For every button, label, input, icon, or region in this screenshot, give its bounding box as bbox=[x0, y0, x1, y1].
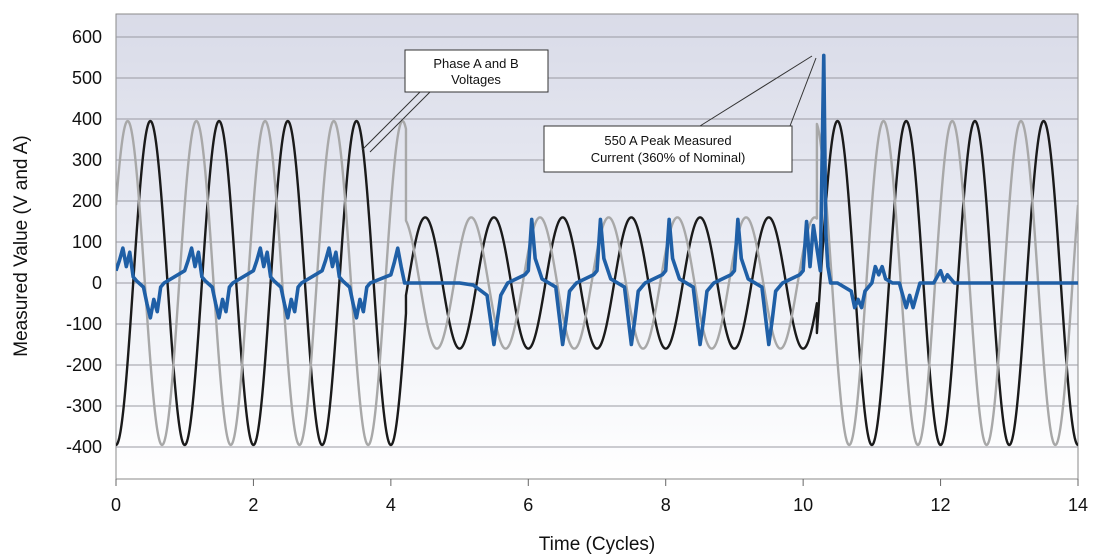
x-tick-labels: 0 2 4 6 8 10 12 14 bbox=[111, 479, 1088, 515]
callout-text-line: 550 A Peak Measured bbox=[604, 133, 731, 148]
callout-leader bbox=[699, 55, 813, 127]
y-tick-label: 500 bbox=[72, 68, 102, 88]
annotation-voltages: Phase A and B Voltages bbox=[361, 49, 549, 153]
x-tick-label: 14 bbox=[1068, 495, 1088, 515]
y-tick-label: -100 bbox=[66, 314, 102, 334]
y-tick-label: -200 bbox=[66, 355, 102, 375]
series-line-measured-current bbox=[116, 53, 1078, 347]
callout-text-line: Current (360% of Nominal) bbox=[591, 150, 746, 165]
x-tick-label: 10 bbox=[793, 495, 813, 515]
x-tick-label: 4 bbox=[386, 495, 396, 515]
callout-box bbox=[404, 49, 549, 93]
callout-leader bbox=[361, 91, 421, 151]
x-tick-label: 12 bbox=[931, 495, 951, 515]
y-tick-label: 0 bbox=[92, 273, 102, 293]
callout-leader bbox=[369, 91, 431, 153]
x-tick-label: 0 bbox=[111, 495, 121, 515]
x-tick-label: 8 bbox=[661, 495, 671, 515]
x-axis-label: Time (Cycles) bbox=[539, 534, 655, 555]
x-tick-label: 6 bbox=[523, 495, 533, 515]
y-tick-label: 100 bbox=[72, 232, 102, 252]
y-tick-label: -300 bbox=[66, 396, 102, 416]
y-tick-label: 600 bbox=[72, 27, 102, 47]
y-tick-label: 400 bbox=[72, 109, 102, 129]
y-tick-label: 300 bbox=[72, 150, 102, 170]
callout-text-line: Phase A and B bbox=[433, 56, 518, 71]
series-group bbox=[116, 53, 1078, 447]
callout-leader bbox=[789, 57, 817, 127]
callout-box bbox=[543, 125, 793, 173]
y-tick-labels: 600 500 400 300 200 100 0 -100 -200 -300 -400 bbox=[66, 27, 102, 457]
y-tick-label: 200 bbox=[72, 191, 102, 211]
y-axis-label: Measured Value (V and A) bbox=[11, 135, 32, 356]
y-tick-label: -400 bbox=[66, 437, 102, 457]
x-tick-label: 2 bbox=[248, 495, 258, 515]
annotation-peak: 550 A Peak Measured Current (360% of Nom… bbox=[543, 55, 817, 173]
gridlines bbox=[116, 36, 1078, 448]
callout-text-line: Voltages bbox=[451, 72, 501, 87]
